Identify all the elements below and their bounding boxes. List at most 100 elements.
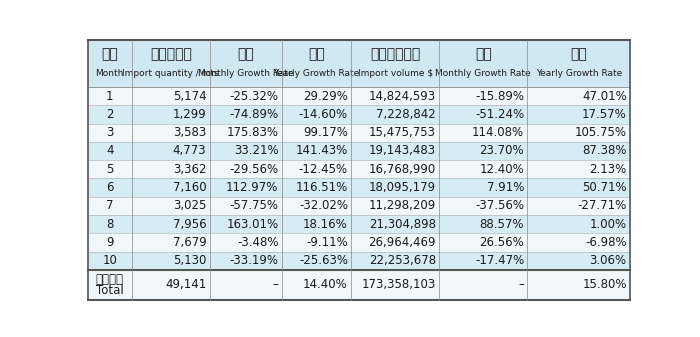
Text: Import quantity / mts: Import quantity / mts xyxy=(122,69,219,79)
Text: 1: 1 xyxy=(106,90,113,102)
Bar xyxy=(88,197,132,215)
Text: -12.45%: -12.45% xyxy=(299,163,348,176)
Text: 50.71%: 50.71% xyxy=(582,181,626,194)
Text: 3,362: 3,362 xyxy=(173,163,206,176)
Text: -51.24%: -51.24% xyxy=(475,108,524,121)
Bar xyxy=(528,160,630,178)
Text: -33.19%: -33.19% xyxy=(230,254,279,267)
Bar xyxy=(88,270,132,300)
Bar xyxy=(132,40,209,87)
Bar xyxy=(132,178,209,197)
Text: 14,824,593: 14,824,593 xyxy=(369,90,436,102)
Bar xyxy=(351,270,439,300)
Text: 7,228,842: 7,228,842 xyxy=(376,108,436,121)
Bar xyxy=(88,215,132,233)
Bar xyxy=(209,215,281,233)
Text: 19,143,483: 19,143,483 xyxy=(369,145,436,157)
Text: 14.40%: 14.40% xyxy=(303,278,348,292)
Bar xyxy=(528,40,630,87)
Bar xyxy=(281,270,351,300)
Text: 99.17%: 99.17% xyxy=(303,126,348,139)
Text: 2.13%: 2.13% xyxy=(589,163,626,176)
Text: 6: 6 xyxy=(106,181,113,194)
Text: 4,773: 4,773 xyxy=(173,145,206,157)
Text: 同比: 同比 xyxy=(570,48,587,61)
Text: Total: Total xyxy=(96,284,124,298)
Bar xyxy=(281,197,351,215)
Text: -14.60%: -14.60% xyxy=(299,108,348,121)
Bar xyxy=(351,215,439,233)
Bar xyxy=(88,252,132,270)
Text: 163.01%: 163.01% xyxy=(226,218,279,231)
Text: -74.89%: -74.89% xyxy=(230,108,279,121)
Text: -37.56%: -37.56% xyxy=(475,200,524,212)
Bar xyxy=(209,233,281,252)
Text: 金额（美元）: 金额（美元） xyxy=(370,48,420,61)
Text: 29.29%: 29.29% xyxy=(303,90,348,102)
Bar xyxy=(439,233,528,252)
Text: 18,095,179: 18,095,179 xyxy=(369,181,436,194)
Bar xyxy=(209,40,281,87)
Bar xyxy=(88,40,132,87)
Bar xyxy=(439,215,528,233)
Bar xyxy=(528,105,630,124)
Bar xyxy=(209,105,281,124)
Text: 3: 3 xyxy=(106,126,113,139)
Text: 7.91%: 7.91% xyxy=(486,181,524,194)
Bar xyxy=(439,160,528,178)
Text: 22,253,678: 22,253,678 xyxy=(369,254,436,267)
Bar xyxy=(88,124,132,142)
Text: -17.47%: -17.47% xyxy=(475,254,524,267)
Text: 3,025: 3,025 xyxy=(173,200,206,212)
Bar xyxy=(132,197,209,215)
Bar xyxy=(351,160,439,178)
Text: 5: 5 xyxy=(106,163,113,176)
Bar xyxy=(209,197,281,215)
Text: 2: 2 xyxy=(106,108,113,121)
Bar xyxy=(528,87,630,105)
Bar xyxy=(281,105,351,124)
Text: 47.01%: 47.01% xyxy=(582,90,626,102)
Bar xyxy=(209,124,281,142)
Bar xyxy=(351,252,439,270)
Bar xyxy=(132,252,209,270)
Text: 7,956: 7,956 xyxy=(173,218,206,231)
Text: 环比: 环比 xyxy=(237,48,254,61)
Text: 12.40%: 12.40% xyxy=(480,163,524,176)
Text: 18.16%: 18.16% xyxy=(303,218,348,231)
Bar xyxy=(439,270,528,300)
Bar xyxy=(209,178,281,197)
Text: 7,160: 7,160 xyxy=(173,181,206,194)
Text: 26.56%: 26.56% xyxy=(480,236,524,249)
Text: 16,768,990: 16,768,990 xyxy=(368,163,436,176)
Text: -6.98%: -6.98% xyxy=(585,236,626,249)
Text: Monthly Growth Rate: Monthly Growth Rate xyxy=(198,69,293,79)
Text: Month: Month xyxy=(96,69,124,79)
Bar xyxy=(281,160,351,178)
Bar xyxy=(88,105,132,124)
Bar xyxy=(132,142,209,160)
Bar xyxy=(439,40,528,87)
Text: -3.48%: -3.48% xyxy=(237,236,279,249)
Text: 173,358,103: 173,358,103 xyxy=(361,278,436,292)
Bar xyxy=(439,252,528,270)
Text: 116.51%: 116.51% xyxy=(295,181,348,194)
Bar xyxy=(88,87,132,105)
Bar xyxy=(281,142,351,160)
Text: 112.97%: 112.97% xyxy=(226,181,279,194)
Text: 5,130: 5,130 xyxy=(173,254,206,267)
Text: Yearly Growth Rate: Yearly Growth Rate xyxy=(273,69,360,79)
Text: 数量（吨）: 数量（吨） xyxy=(150,48,192,61)
Text: 88.57%: 88.57% xyxy=(480,218,524,231)
Text: 1.00%: 1.00% xyxy=(589,218,626,231)
Text: 175.83%: 175.83% xyxy=(227,126,279,139)
Bar xyxy=(439,142,528,160)
Text: 33.21%: 33.21% xyxy=(234,145,279,157)
Bar xyxy=(528,233,630,252)
Text: 当年累计: 当年累计 xyxy=(96,273,124,286)
Text: 15.80%: 15.80% xyxy=(582,278,626,292)
Text: 15,475,753: 15,475,753 xyxy=(369,126,436,139)
Bar xyxy=(88,178,132,197)
Text: 87.38%: 87.38% xyxy=(582,145,626,157)
Text: -25.32%: -25.32% xyxy=(230,90,279,102)
